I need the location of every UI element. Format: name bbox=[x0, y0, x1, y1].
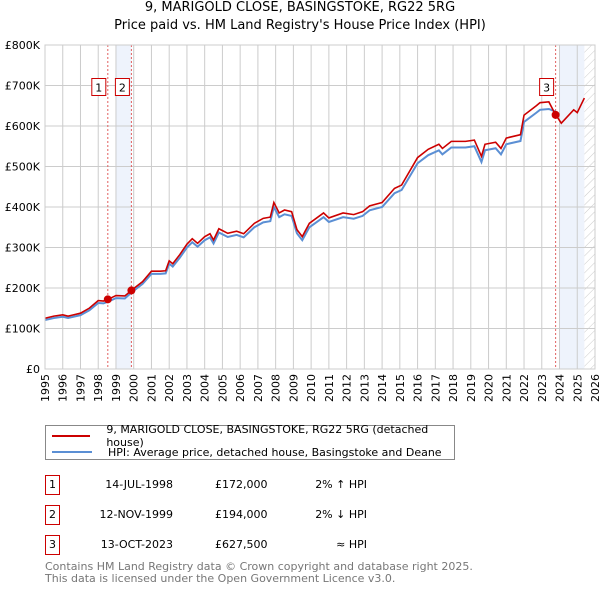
x-tick-label: 2012 bbox=[341, 374, 354, 402]
transaction-number: 2 bbox=[45, 505, 60, 525]
sale-label-border bbox=[91, 78, 107, 96]
x-tick-label: 1996 bbox=[57, 374, 70, 402]
x-tick-label: 2009 bbox=[287, 374, 300, 402]
chart-title: 9, MARIGOLD CLOSE, BASINGSTOKE, RG22 5RG bbox=[144, 0, 456, 15]
transaction-row: 3 13-OCT-2023 £627,500 ≈ HPI bbox=[45, 535, 385, 555]
y-tick-label: £200K bbox=[5, 282, 41, 295]
y-tick-label: £500K bbox=[5, 161, 41, 174]
y-tick-label: £0 bbox=[26, 363, 40, 376]
x-tick-label: 1999 bbox=[110, 374, 123, 402]
x-tick-label: 2001 bbox=[145, 374, 158, 402]
y-tick-label: £100K bbox=[5, 323, 41, 336]
hpi-line bbox=[44, 107, 557, 321]
x-tick-label: 2002 bbox=[163, 374, 176, 402]
sale-label-box: 3 bbox=[539, 78, 555, 96]
legend-label: HPI: Average price, detached house, Basi… bbox=[108, 445, 442, 459]
x-tick-label: 2010 bbox=[305, 374, 318, 402]
transaction-number: 1 bbox=[45, 475, 60, 495]
sale-label-box: 2 bbox=[114, 78, 130, 96]
x-tick-label: 2006 bbox=[234, 374, 247, 402]
x-tick-label: 2019 bbox=[465, 374, 478, 402]
transaction-row: 1 14-JUL-1998 £172,000 2% ↑ HPI bbox=[45, 475, 385, 495]
legend: 9, MARIGOLD CLOSE, BASINGSTOKE, RG22 5RG… bbox=[45, 423, 455, 460]
sale-label-border bbox=[114, 78, 130, 96]
footer-copyright: Contains HM Land Registry data © Crown c… bbox=[45, 560, 473, 573]
legend-item-hpi: HPI: Average price, detached house, Basi… bbox=[52, 444, 442, 460]
legend-label: 9, MARIGOLD CLOSE, BASINGSTOKE, RG22 5RG… bbox=[106, 423, 429, 449]
x-tick-label: 2017 bbox=[429, 374, 442, 402]
x-tick-label: 2022 bbox=[518, 374, 531, 402]
transaction-hpi: 2% ↑ HPI bbox=[315, 478, 367, 491]
chart-subtitle: Price paid vs. HM Land Registry's House … bbox=[114, 18, 486, 33]
x-tick-label: 2023 bbox=[536, 374, 549, 402]
y-tick-label: £300K bbox=[5, 242, 41, 255]
transaction-price: £627,500 bbox=[215, 538, 268, 551]
transaction-hpi: 2% ↓ HPI bbox=[315, 508, 367, 521]
x-tick-label: 2025 bbox=[571, 374, 584, 402]
transaction-number: 3 bbox=[45, 535, 60, 555]
y-tick-label: £600K bbox=[5, 120, 41, 133]
plot-border bbox=[44, 44, 596, 370]
y-tick-label: £700K bbox=[5, 80, 41, 93]
price-chart: 1995 1996 1997 1998 1999 2000 2001 2002 2003 2004… bbox=[5, 39, 600, 402]
sale-label-border bbox=[539, 78, 555, 96]
x-tick-label: 2024 bbox=[554, 374, 567, 402]
x-tick-label: 2014 bbox=[376, 374, 389, 402]
transaction-price: £194,000 bbox=[215, 508, 268, 521]
sale-label-box: 1 bbox=[91, 78, 107, 96]
sale-point bbox=[103, 295, 112, 304]
sale-label-number: 1 bbox=[95, 82, 102, 95]
x-tick-label: 2000 bbox=[128, 374, 141, 402]
footer-licence: This data is licensed under the Open Gov… bbox=[45, 572, 396, 585]
sale-label-number: 3 bbox=[543, 82, 550, 95]
x-tick-label: 2007 bbox=[252, 374, 265, 402]
transaction-date: 12-NOV-1999 bbox=[99, 508, 173, 521]
x-tick-label: 2004 bbox=[199, 374, 212, 402]
x-tick-label: 2026 bbox=[589, 374, 600, 402]
sale-point bbox=[551, 110, 560, 119]
x-tick-label: 2011 bbox=[323, 374, 336, 402]
y-tick-label: £400K bbox=[5, 201, 41, 214]
legend-item-property: 9, MARIGOLD CLOSE, BASINGSTOKE, RG22 5RG… bbox=[52, 423, 454, 449]
x-tick-label: 2016 bbox=[412, 374, 425, 402]
sale-point bbox=[127, 286, 136, 295]
x-tick-label: 2008 bbox=[270, 374, 283, 402]
x-tick-label: 2018 bbox=[447, 374, 460, 402]
x-tick-label: 2003 bbox=[181, 374, 194, 402]
x-tick-label: 2015 bbox=[394, 374, 407, 402]
legend-swatch-blue bbox=[52, 451, 92, 453]
legend-swatch-red bbox=[52, 435, 91, 437]
x-tick-label: 2005 bbox=[216, 374, 229, 402]
transaction-date: 14-JUL-1998 bbox=[105, 478, 173, 491]
transaction-hpi: ≈ HPI bbox=[336, 538, 367, 551]
transaction-date: 13-OCT-2023 bbox=[100, 538, 173, 551]
x-tick-label: 2021 bbox=[500, 374, 513, 402]
x-tick-label: 2020 bbox=[483, 374, 496, 402]
transaction-price: £172,000 bbox=[215, 478, 268, 491]
x-tick-label: 1995 bbox=[39, 374, 52, 402]
x-tick-label: 2013 bbox=[358, 374, 371, 402]
x-tick-label: 1998 bbox=[92, 374, 105, 402]
transaction-row: 2 12-NOV-1999 £194,000 2% ↓ HPI bbox=[45, 505, 385, 525]
x-tick-label: 1997 bbox=[74, 374, 87, 402]
y-tick-label: £800K bbox=[5, 39, 41, 52]
sale-label-number: 2 bbox=[119, 82, 126, 95]
